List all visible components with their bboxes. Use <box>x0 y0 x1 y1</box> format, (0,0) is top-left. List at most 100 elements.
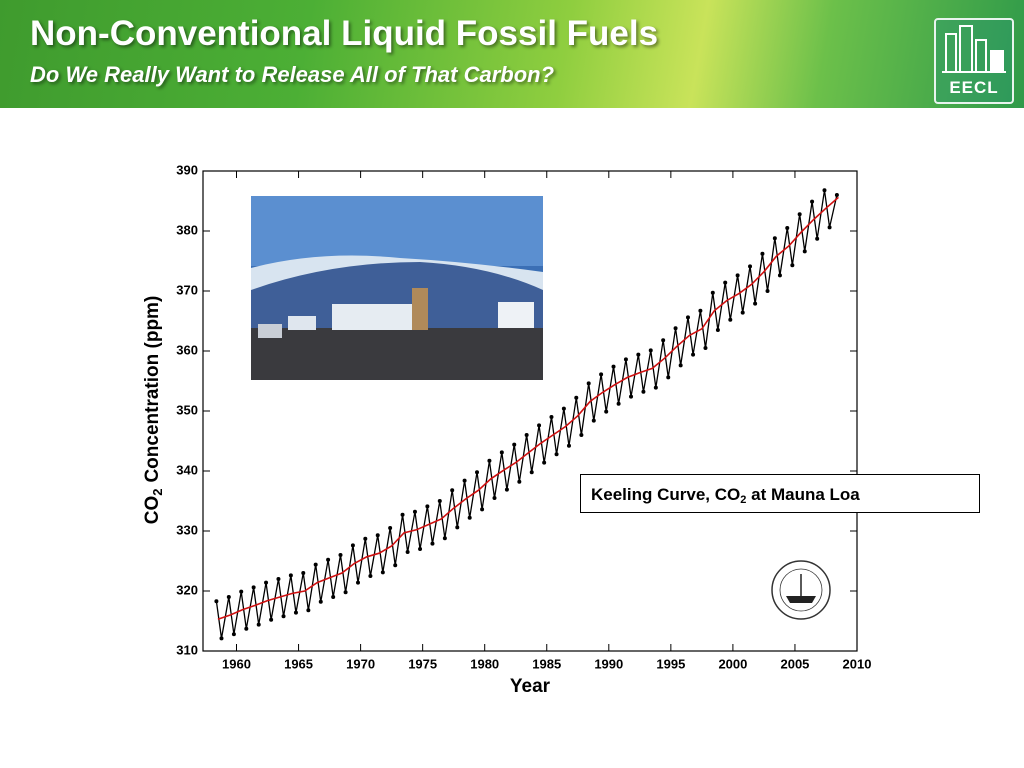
data-point <box>549 415 554 419</box>
annotation-text: Keeling Curve, CO <box>591 485 741 504</box>
photo <box>251 196 543 380</box>
data-point <box>467 515 472 520</box>
data-point <box>430 541 435 546</box>
data-point <box>636 352 641 357</box>
data-point <box>425 504 430 509</box>
data-point <box>785 226 790 230</box>
data-point <box>715 328 720 332</box>
data-point <box>661 338 666 343</box>
data-point <box>281 614 286 619</box>
slide-subtitle: Do We Really Want to Release All of That… <box>30 62 555 87</box>
data-point <box>685 315 690 320</box>
data-point <box>487 458 492 463</box>
data-point <box>393 563 398 568</box>
data-point <box>554 452 559 457</box>
data-point <box>810 199 815 204</box>
data-point <box>306 608 311 613</box>
data-point <box>542 460 547 465</box>
data-point <box>611 364 616 369</box>
data-point <box>288 573 293 578</box>
data-point <box>574 395 579 400</box>
x-tick-label: 1965 <box>284 656 313 671</box>
y-tick-label: 320 <box>176 582 198 597</box>
data-point <box>517 479 522 484</box>
series-line <box>217 196 839 620</box>
data-point <box>599 372 604 377</box>
data-point <box>710 290 715 295</box>
data-point <box>765 289 770 293</box>
data-point <box>318 599 323 604</box>
data-point <box>591 418 596 423</box>
data-point <box>375 533 380 538</box>
x-tick-label: 1995 <box>656 656 685 671</box>
data-point <box>338 553 343 557</box>
x-tick-label: 1990 <box>594 656 623 671</box>
y-axis-label: CO2 Concentration (ppm) <box>142 296 165 525</box>
logo-graphic <box>942 25 1006 73</box>
data-point <box>256 622 261 627</box>
data-point <box>629 394 634 399</box>
data-point <box>623 357 628 362</box>
data-point <box>269 617 274 622</box>
data-point <box>343 590 348 595</box>
data-point <box>748 264 753 269</box>
data-point <box>691 352 696 357</box>
data-point <box>492 496 497 500</box>
data-point <box>703 346 708 350</box>
data-point <box>777 273 782 278</box>
data-point <box>388 526 393 530</box>
data-point <box>735 273 740 278</box>
data-point <box>276 577 281 581</box>
data-point <box>437 499 442 503</box>
data-point <box>524 433 529 437</box>
logo: EECL <box>934 18 1014 104</box>
data-point <box>475 470 480 475</box>
data-point <box>264 580 269 585</box>
data-point <box>678 363 683 368</box>
data-point <box>450 488 455 493</box>
x-tick-label: 2010 <box>843 656 872 671</box>
seal <box>771 560 831 620</box>
y-tick-label: 330 <box>176 522 198 537</box>
data-point <box>480 507 485 512</box>
data-point <box>723 280 728 285</box>
x-tick-label: 1960 <box>222 656 251 671</box>
data-point <box>616 401 621 406</box>
data-point <box>827 225 832 230</box>
data-point <box>753 301 758 306</box>
data-point <box>355 580 360 585</box>
header-banner: Non-Conventional Liquid Fossil Fuels Do … <box>0 0 1024 108</box>
x-tick-label: 2000 <box>718 656 747 671</box>
data-point <box>226 595 231 599</box>
data-point <box>313 562 318 567</box>
data-point <box>666 375 671 380</box>
data-point <box>251 585 256 590</box>
x-tick-label: 2005 <box>780 656 809 671</box>
x-tick-label: 1980 <box>470 656 499 671</box>
data-point <box>462 478 467 483</box>
data-point <box>802 249 807 254</box>
y-axis-label-subscript: 2 <box>150 489 165 496</box>
data-point <box>380 570 385 575</box>
data-point <box>537 423 542 428</box>
y-axis-label-part: CO <box>142 496 163 525</box>
y-tick-label: 370 <box>176 282 198 297</box>
data-point <box>214 599 219 604</box>
data-point <box>368 574 373 578</box>
x-axis-label: Year <box>510 676 551 697</box>
data-point <box>293 610 298 615</box>
x-tick-label: 1985 <box>532 656 561 671</box>
y-tick-label: 380 <box>176 222 198 237</box>
data-point <box>586 381 591 386</box>
data-point <box>499 450 504 455</box>
y-tick-label: 360 <box>176 342 198 357</box>
data-point <box>529 470 534 475</box>
data-point <box>418 547 423 551</box>
logo-text: EECL <box>949 78 999 97</box>
data-point <box>740 310 745 315</box>
data-point <box>566 443 571 448</box>
data-point <box>504 487 509 492</box>
data-point <box>648 348 653 353</box>
